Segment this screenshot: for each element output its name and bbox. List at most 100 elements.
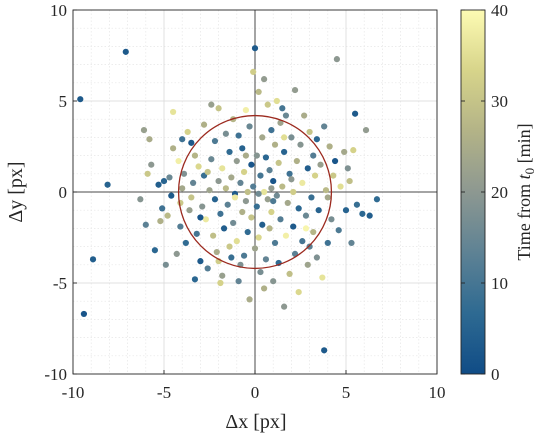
data-point xyxy=(228,254,235,261)
data-point xyxy=(168,192,175,199)
data-point xyxy=(310,228,317,236)
data-point xyxy=(291,86,299,94)
data-point xyxy=(330,172,337,179)
data-point xyxy=(246,296,253,303)
y-tick-label: 0 xyxy=(59,183,68,202)
data-point xyxy=(244,228,251,236)
data-point xyxy=(251,45,259,52)
data-point xyxy=(177,199,184,207)
data-point xyxy=(266,167,273,174)
data-point xyxy=(277,216,284,223)
data-point xyxy=(275,159,282,166)
data-point xyxy=(281,134,288,141)
y-tick-label: 10 xyxy=(50,1,67,20)
data-point xyxy=(77,96,84,103)
data-point xyxy=(104,181,111,188)
data-point xyxy=(253,152,260,159)
data-point xyxy=(184,128,191,136)
data-point xyxy=(191,152,199,159)
data-point xyxy=(261,76,268,83)
data-point xyxy=(342,207,350,214)
data-point xyxy=(352,110,359,117)
data-point xyxy=(281,303,288,310)
data-point xyxy=(204,168,211,176)
data-point xyxy=(271,239,279,247)
data-point xyxy=(231,194,239,201)
data-point xyxy=(306,128,313,136)
data-point xyxy=(324,194,331,201)
data-point xyxy=(151,247,158,254)
data-point xyxy=(122,48,129,55)
data-point xyxy=(177,223,184,230)
data-point xyxy=(273,97,280,105)
data-point xyxy=(353,201,361,208)
data-point xyxy=(299,179,306,186)
x-tick-label: -10 xyxy=(62,383,85,402)
data-point xyxy=(166,174,173,181)
data-point xyxy=(286,170,293,177)
data-point xyxy=(250,68,257,75)
points-layer xyxy=(77,45,381,354)
colorbar-tick-label: 30 xyxy=(491,92,508,111)
data-point xyxy=(279,183,286,190)
data-point xyxy=(310,152,317,159)
data-point xyxy=(304,261,311,268)
data-point xyxy=(350,147,357,154)
data-point xyxy=(240,168,248,176)
data-point xyxy=(200,121,208,128)
data-point xyxy=(373,196,381,203)
circle-layer xyxy=(177,114,333,270)
data-point xyxy=(317,161,324,168)
data-point xyxy=(240,252,248,259)
data-point xyxy=(331,157,339,165)
data-point xyxy=(251,245,259,252)
data-point xyxy=(219,165,226,172)
data-point xyxy=(337,183,344,190)
data-point xyxy=(235,278,242,285)
data-point xyxy=(255,234,262,241)
data-point xyxy=(195,163,202,170)
data-point xyxy=(333,56,340,63)
data-point xyxy=(286,270,293,277)
data-point xyxy=(257,268,264,276)
colorbar-label: Time from t0 [min] xyxy=(514,123,537,260)
data-point xyxy=(261,285,268,292)
data-point xyxy=(242,107,249,114)
data-point xyxy=(341,148,348,156)
data-point xyxy=(202,216,209,223)
data-point xyxy=(211,137,219,145)
data-point xyxy=(266,225,273,232)
axes-layer: -10 -5 0 5 10 -10 -5 0 5 10 xyxy=(44,1,445,402)
data-point xyxy=(359,210,366,217)
data-point xyxy=(326,143,333,150)
data-point xyxy=(288,134,295,141)
data-point xyxy=(210,232,217,239)
data-point xyxy=(299,238,306,245)
data-point xyxy=(248,214,255,221)
data-point xyxy=(282,112,290,119)
data-point xyxy=(170,145,177,152)
data-point xyxy=(295,289,302,296)
data-point xyxy=(239,208,246,216)
data-point xyxy=(295,205,302,212)
data-point xyxy=(235,132,242,139)
data-point xyxy=(335,227,342,234)
data-point xyxy=(180,170,188,177)
data-point xyxy=(302,225,310,232)
data-point xyxy=(250,183,257,190)
data-point xyxy=(315,207,322,214)
data-point xyxy=(204,265,211,272)
data-point xyxy=(182,239,189,247)
data-point xyxy=(281,148,288,156)
data-point xyxy=(140,127,148,134)
y-tick-label: -10 xyxy=(44,365,67,384)
data-point xyxy=(324,239,331,247)
data-point xyxy=(186,207,193,214)
data-point xyxy=(270,198,277,205)
data-point xyxy=(215,105,222,112)
data-point xyxy=(279,105,286,112)
data-point xyxy=(319,274,326,281)
data-point xyxy=(197,214,204,221)
data-point xyxy=(268,127,275,134)
